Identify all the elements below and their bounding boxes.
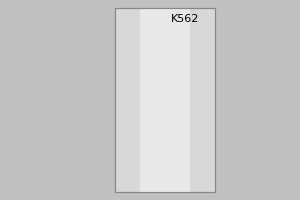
Bar [115,8,215,192]
Bar [115,8,215,192]
Text: K562: K562 [171,14,199,24]
Bar [140,8,190,192]
